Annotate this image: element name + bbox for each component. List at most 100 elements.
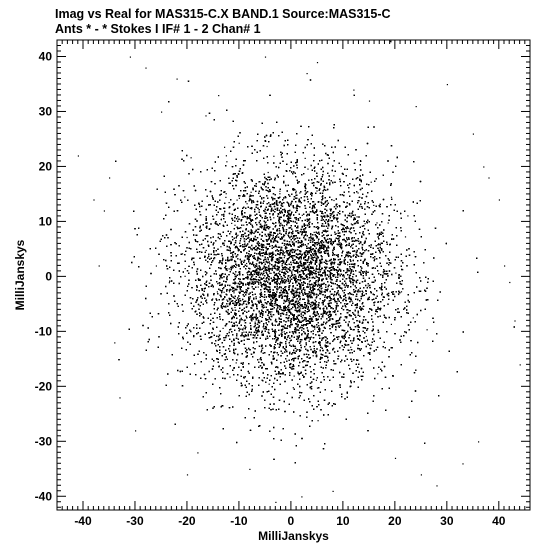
scatter-point bbox=[301, 233, 303, 235]
scatter-point bbox=[347, 264, 349, 266]
scatter-point bbox=[316, 387, 319, 389]
scatter-point bbox=[299, 192, 301, 194]
scatter-point bbox=[280, 309, 282, 311]
scatter-point bbox=[285, 251, 287, 253]
scatter-point bbox=[231, 222, 233, 224]
scatter-point bbox=[283, 257, 285, 259]
scatter-point bbox=[472, 133, 474, 135]
scatter-point bbox=[333, 199, 335, 202]
scatter-point bbox=[316, 190, 318, 192]
scatter-point bbox=[284, 234, 286, 237]
scatter-points bbox=[77, 40, 521, 503]
scatter-point bbox=[250, 315, 252, 317]
scatter-point bbox=[498, 199, 500, 201]
scatter-point bbox=[273, 217, 275, 219]
scatter-point bbox=[462, 463, 464, 465]
scatter-point bbox=[315, 267, 317, 269]
scatter-point bbox=[205, 249, 207, 252]
scatter-point bbox=[273, 155, 275, 157]
scatter-point bbox=[322, 213, 324, 215]
scatter-point bbox=[347, 252, 349, 254]
scatter-point bbox=[291, 270, 293, 272]
scatter-point bbox=[155, 265, 157, 267]
scatter-point bbox=[350, 223, 352, 225]
scatter-point bbox=[228, 202, 230, 204]
scatter-point bbox=[205, 299, 208, 301]
scatter-point bbox=[277, 279, 279, 281]
scatter-point bbox=[402, 269, 404, 271]
scatter-point bbox=[337, 325, 339, 327]
scatter-point bbox=[226, 269, 228, 272]
scatter-point bbox=[222, 327, 224, 329]
scatter-point bbox=[332, 241, 334, 243]
scatter-point bbox=[245, 300, 247, 302]
scatter-point bbox=[114, 342, 116, 344]
scatter-point bbox=[353, 89, 355, 91]
scatter-point bbox=[345, 253, 347, 256]
scatter-point bbox=[309, 286, 311, 288]
scatter-point bbox=[351, 300, 353, 302]
scatter-point bbox=[212, 298, 214, 300]
scatter-point bbox=[263, 244, 265, 246]
scatter-point bbox=[329, 276, 332, 278]
scatter-point bbox=[264, 56, 267, 58]
scatter-point bbox=[223, 291, 225, 293]
scatter-point bbox=[364, 223, 366, 225]
scatter-point bbox=[514, 320, 516, 322]
scatter-point bbox=[243, 331, 245, 333]
scatter-point bbox=[248, 196, 251, 198]
scatter-point bbox=[280, 252, 282, 254]
scatter-point bbox=[278, 317, 280, 319]
scatter-point bbox=[279, 190, 281, 192]
scatter-point bbox=[292, 387, 294, 389]
scatter-point bbox=[184, 268, 186, 270]
scatter-point bbox=[373, 204, 375, 206]
scatter-point bbox=[426, 329, 428, 331]
scatter-point bbox=[93, 199, 95, 201]
scatter-point bbox=[335, 233, 337, 235]
scatter-point bbox=[260, 258, 262, 260]
scatter-point bbox=[324, 222, 327, 224]
scatter-point bbox=[225, 311, 228, 313]
scatter-point bbox=[235, 362, 237, 364]
scatter-point bbox=[274, 304, 276, 306]
scatter-point bbox=[243, 327, 245, 329]
scatter-point bbox=[243, 224, 245, 226]
scatter-point bbox=[327, 260, 329, 262]
scatter-point bbox=[109, 177, 111, 179]
scatter-point bbox=[190, 157, 192, 159]
scatter-point bbox=[307, 168, 309, 170]
scatter-point bbox=[286, 251, 288, 253]
scatter-point bbox=[288, 306, 290, 308]
scatter-point bbox=[273, 303, 275, 305]
scatter-point bbox=[314, 328, 316, 330]
scatter-point bbox=[302, 231, 305, 233]
scatter-point bbox=[312, 355, 314, 357]
scatter-point bbox=[254, 334, 256, 336]
scatter-point bbox=[314, 271, 317, 273]
scatter-point bbox=[186, 236, 188, 239]
scatter-point bbox=[276, 308, 278, 310]
scatter-point bbox=[250, 317, 252, 319]
scatter-point bbox=[356, 216, 358, 218]
scatter-point bbox=[478, 441, 480, 443]
scatter-point bbox=[129, 56, 131, 58]
scatter-point bbox=[298, 374, 300, 376]
scatter-point bbox=[308, 281, 310, 283]
scatter-point bbox=[317, 420, 319, 422]
scatter-point bbox=[218, 95, 220, 97]
scatter-point bbox=[243, 377, 245, 379]
scatter-point bbox=[320, 204, 322, 206]
scatter-point bbox=[400, 291, 403, 293]
scatter-point bbox=[297, 371, 299, 373]
scatter-point bbox=[390, 323, 392, 325]
scatter-point bbox=[217, 283, 219, 285]
scatter-point bbox=[218, 365, 220, 367]
scatter-point bbox=[263, 324, 265, 326]
scatter-point bbox=[323, 245, 325, 247]
scatter-point bbox=[184, 275, 186, 277]
scatter-point bbox=[216, 291, 218, 293]
scatter-point bbox=[354, 218, 356, 220]
scatter-point bbox=[372, 329, 374, 331]
scatter-point bbox=[302, 243, 304, 245]
